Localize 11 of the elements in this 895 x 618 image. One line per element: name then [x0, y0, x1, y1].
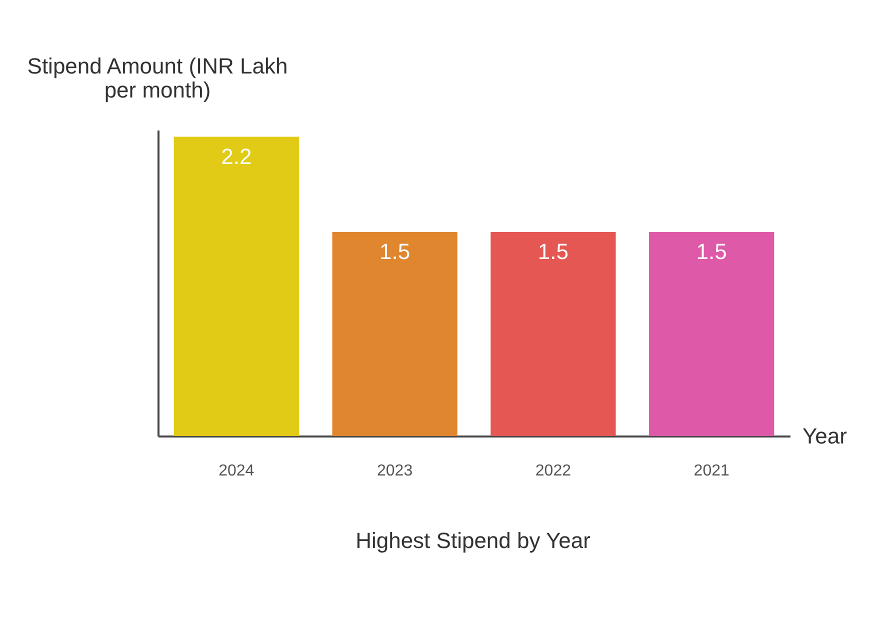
y-axis-title: Stipend Amount (INR Lakh per month): [27, 54, 288, 102]
data-label: 1.5: [380, 239, 410, 264]
x-tick-label: 2023: [377, 462, 413, 480]
x-tick-label: 2021: [694, 462, 730, 480]
x-axis-title: Year: [802, 424, 847, 448]
data-label: 1.5: [538, 239, 568, 264]
text: Highest Stipend by Year: [356, 528, 590, 553]
data-label: 1.5: [696, 239, 727, 264]
x-tick-label: 2024: [218, 462, 254, 480]
x-tick-label: 2022: [535, 462, 572, 480]
data-label: 2.2: [221, 144, 252, 169]
